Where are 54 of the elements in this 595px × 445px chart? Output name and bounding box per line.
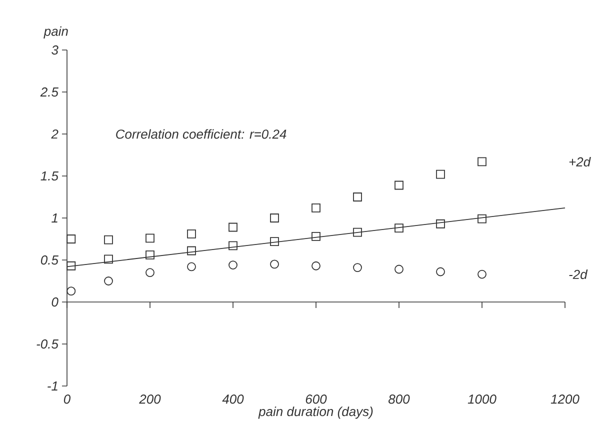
point [187,262,196,272]
point [436,219,445,228]
point [228,222,238,232]
point [394,180,404,190]
x-tick-label: 200 [139,394,161,404]
point [478,157,486,166]
point [353,192,362,202]
point [104,276,113,286]
y-tick-label: 1 [52,214,58,222]
point [228,260,238,270]
y-tick-label: -1 [48,382,58,390]
point [187,230,196,238]
point [187,246,196,256]
point [104,254,113,264]
point [270,214,279,222]
point [312,203,320,212]
point [146,250,154,260]
y-tick-label: 1.5 [40,171,58,181]
point [146,234,154,243]
point [436,170,445,179]
point [66,234,76,244]
annotation: Correlation coefficient: r=0.24 [116,129,286,139]
x-tick-label: 800 [388,394,410,404]
x-tick-label: 1000 [468,394,496,404]
x-axis-title: pain duration (days) [258,406,373,419]
y-tick-label: 2 [51,129,58,139]
point [312,261,320,270]
y-tick-label: 0.5 [40,255,58,265]
point [478,270,486,279]
point [270,237,279,246]
x-tick-label: 400 [222,394,244,404]
point [353,263,362,272]
point [104,235,113,244]
y-tick-label: 3 [52,45,58,55]
y-tick-label: 2.5 [40,87,58,97]
point [478,214,486,224]
point [270,260,279,269]
text: -2d [569,270,588,280]
x-tick-label: 1200 [550,394,580,404]
x-tick-label: 600 [306,394,327,404]
point [312,232,320,241]
point [436,267,445,276]
point [394,224,404,233]
y-tick-label: -0.5 [36,339,58,349]
point [66,261,76,270]
y-tick-label: 0 [52,297,58,307]
point [146,268,154,278]
point [394,264,404,274]
point [66,286,76,296]
x-tick-label: 0 [64,394,71,404]
text: +2d [569,156,591,167]
point [228,241,238,250]
y-axis-title: pain [44,26,68,38]
point [353,228,362,237]
